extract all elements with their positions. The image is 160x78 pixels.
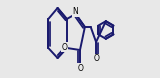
Text: O: O: [94, 54, 100, 63]
Text: N: N: [73, 7, 79, 16]
Text: O: O: [62, 43, 67, 52]
Text: O: O: [78, 64, 84, 73]
